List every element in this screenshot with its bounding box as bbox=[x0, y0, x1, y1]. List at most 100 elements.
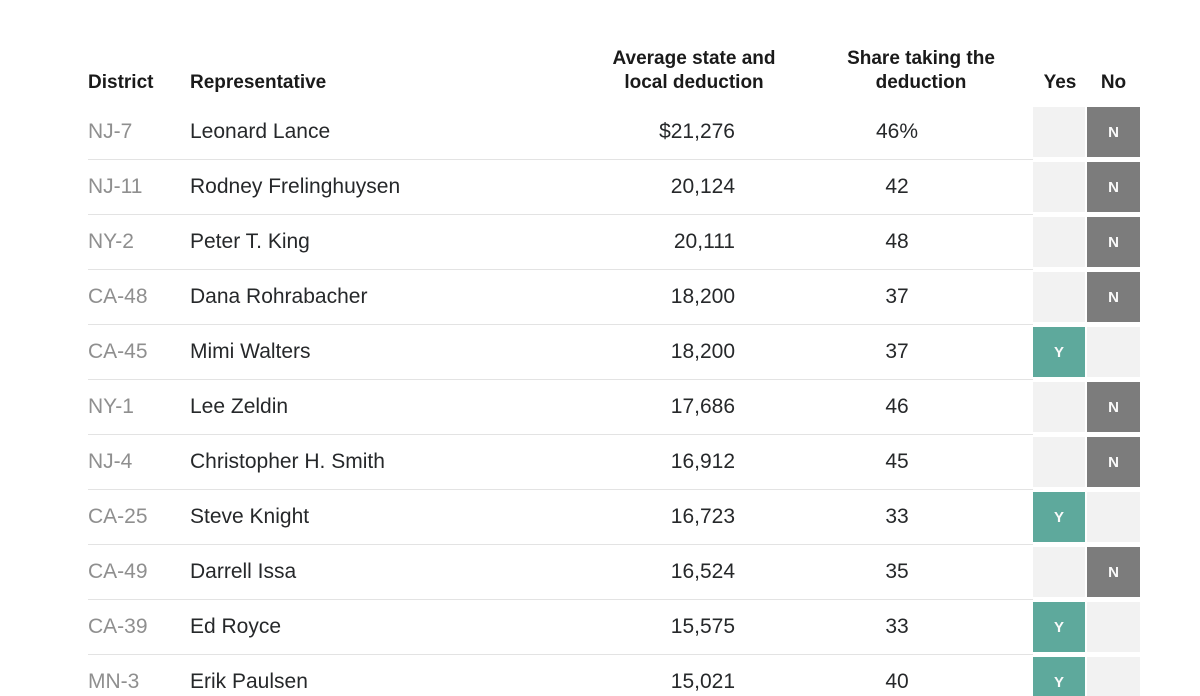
district-cell: NJ-11 bbox=[88, 159, 190, 215]
table-row: CA-39 Ed Royce 15,575 33 Y bbox=[88, 599, 1140, 655]
representative-cell: Mimi Walters bbox=[190, 324, 579, 380]
yes-mark bbox=[1033, 382, 1085, 432]
yes-mark bbox=[1033, 217, 1085, 267]
share-cell: 45 bbox=[809, 434, 1033, 490]
share-cell: 37 bbox=[809, 324, 1033, 380]
district-cell: NY-2 bbox=[88, 214, 190, 270]
yes-vote-cell bbox=[1033, 435, 1087, 490]
yes-vote-cell bbox=[1033, 105, 1087, 160]
no-vote-cell: N bbox=[1087, 380, 1140, 435]
deduction-cell: 18,200 bbox=[579, 269, 809, 325]
table-row: CA-45 Mimi Walters 18,200 37 Y bbox=[88, 324, 1140, 380]
district-cell: MN-3 bbox=[88, 654, 190, 696]
deduction-cell: 15,575 bbox=[579, 599, 809, 655]
yes-mark bbox=[1033, 107, 1085, 158]
deduction-cell: 16,524 bbox=[579, 544, 809, 600]
column-header-no: No bbox=[1100, 72, 1127, 93]
share-cell: 42 bbox=[809, 159, 1033, 215]
table-row: NY-2 Peter T. King 20,111 48 N bbox=[88, 214, 1140, 270]
representative-cell: Dana Rohrabacher bbox=[190, 269, 579, 325]
no-mark bbox=[1087, 657, 1140, 696]
table-row: CA-49 Darrell Issa 16,524 35 N bbox=[88, 544, 1140, 600]
no-vote-cell: N bbox=[1087, 545, 1140, 600]
district-cell: CA-39 bbox=[88, 599, 190, 655]
no-vote-cell bbox=[1087, 325, 1140, 380]
table-row: CA-48 Dana Rohrabacher 18,200 37 N bbox=[88, 269, 1140, 325]
deduction-cell: 15,021 bbox=[579, 654, 809, 696]
share-cell: 40 bbox=[809, 654, 1033, 696]
table-row: NJ-7 Leonard Lance $21,276 46% N bbox=[88, 105, 1140, 160]
representative-cell: Rodney Frelinghuysen bbox=[190, 159, 579, 215]
yes-vote-cell: Y bbox=[1033, 490, 1087, 545]
share-cell: 33 bbox=[809, 489, 1033, 545]
no-mark: N bbox=[1087, 437, 1140, 487]
column-header-district: District bbox=[88, 72, 154, 93]
deduction-cell: 18,200 bbox=[579, 324, 809, 380]
share-cell: 46% bbox=[809, 105, 1033, 160]
deduction-cell: 16,723 bbox=[579, 489, 809, 545]
district-cell: CA-45 bbox=[88, 324, 190, 380]
yes-vote-cell bbox=[1033, 380, 1087, 435]
table-row: NJ-11 Rodney Frelinghuysen 20,124 42 N bbox=[88, 159, 1140, 215]
deduction-header-line2: local deduction bbox=[624, 72, 764, 93]
table-row: NJ-4 Christopher H. Smith 16,912 45 N bbox=[88, 434, 1140, 490]
yes-mark: Y bbox=[1033, 602, 1085, 652]
representative-cell: Lee Zeldin bbox=[190, 379, 579, 435]
yes-vote-cell bbox=[1033, 270, 1087, 325]
deduction-cell: 20,124 bbox=[579, 159, 809, 215]
no-mark: N bbox=[1087, 162, 1140, 212]
no-vote-cell: N bbox=[1087, 435, 1140, 490]
share-cell: 35 bbox=[809, 544, 1033, 600]
table-row: NY-1 Lee Zeldin 17,686 46 N bbox=[88, 379, 1140, 435]
district-cell: NY-1 bbox=[88, 379, 190, 435]
table-row: CA-25 Steve Knight 16,723 33 Y bbox=[88, 489, 1140, 545]
representative-cell: Erik Paulsen bbox=[190, 654, 579, 696]
district-cell: CA-49 bbox=[88, 544, 190, 600]
no-vote-cell bbox=[1087, 600, 1140, 655]
representative-cell: Christopher H. Smith bbox=[190, 434, 579, 490]
representative-cell: Peter T. King bbox=[190, 214, 579, 270]
no-mark bbox=[1087, 327, 1140, 377]
no-vote-cell: N bbox=[1087, 270, 1140, 325]
deduction-vote-table: District Representative Average state an… bbox=[88, 0, 1140, 696]
representative-cell: Leonard Lance bbox=[190, 105, 579, 160]
share-cell: 48 bbox=[809, 214, 1033, 270]
yes-mark bbox=[1033, 162, 1085, 212]
yes-vote-cell: Y bbox=[1033, 325, 1087, 380]
yes-mark bbox=[1033, 272, 1085, 322]
yes-vote-cell: Y bbox=[1033, 655, 1087, 696]
representative-cell: Darrell Issa bbox=[190, 544, 579, 600]
share-cell: 37 bbox=[809, 269, 1033, 325]
deduction-cell: 16,912 bbox=[579, 434, 809, 490]
deduction-cell: 17,686 bbox=[579, 379, 809, 435]
yes-vote-cell bbox=[1033, 215, 1087, 270]
share-cell: 33 bbox=[809, 599, 1033, 655]
representative-cell: Ed Royce bbox=[190, 599, 579, 655]
no-mark bbox=[1087, 602, 1140, 652]
no-mark: N bbox=[1087, 382, 1140, 432]
no-mark bbox=[1087, 492, 1140, 542]
district-cell: NJ-7 bbox=[88, 105, 190, 160]
deduction-cell: 20,111 bbox=[579, 214, 809, 270]
yes-mark: Y bbox=[1033, 327, 1085, 377]
no-vote-cell: N bbox=[1087, 105, 1140, 160]
deduction-cell: $21,276 bbox=[579, 105, 809, 160]
share-header-line2: deduction bbox=[875, 72, 967, 93]
column-header-share: Share taking the deduction bbox=[809, 0, 1033, 105]
yes-vote-cell bbox=[1033, 545, 1087, 600]
table-row: MN-3 Erik Paulsen 15,021 40 Y bbox=[88, 654, 1140, 696]
no-vote-cell bbox=[1087, 490, 1140, 545]
yes-mark: Y bbox=[1033, 492, 1085, 542]
no-mark: N bbox=[1087, 547, 1140, 597]
column-header-deduction: Average state and local deduction bbox=[579, 0, 809, 105]
no-vote-cell: N bbox=[1087, 215, 1140, 270]
district-cell: CA-48 bbox=[88, 269, 190, 325]
yes-mark: Y bbox=[1033, 657, 1085, 696]
column-header-representative: Representative bbox=[190, 72, 327, 93]
yes-vote-cell bbox=[1033, 160, 1087, 215]
representative-cell: Steve Knight bbox=[190, 489, 579, 545]
district-cell: NJ-4 bbox=[88, 434, 190, 490]
share-cell: 46 bbox=[809, 379, 1033, 435]
yes-mark bbox=[1033, 547, 1085, 597]
table-header-row: District Representative Average state an… bbox=[88, 0, 1140, 105]
